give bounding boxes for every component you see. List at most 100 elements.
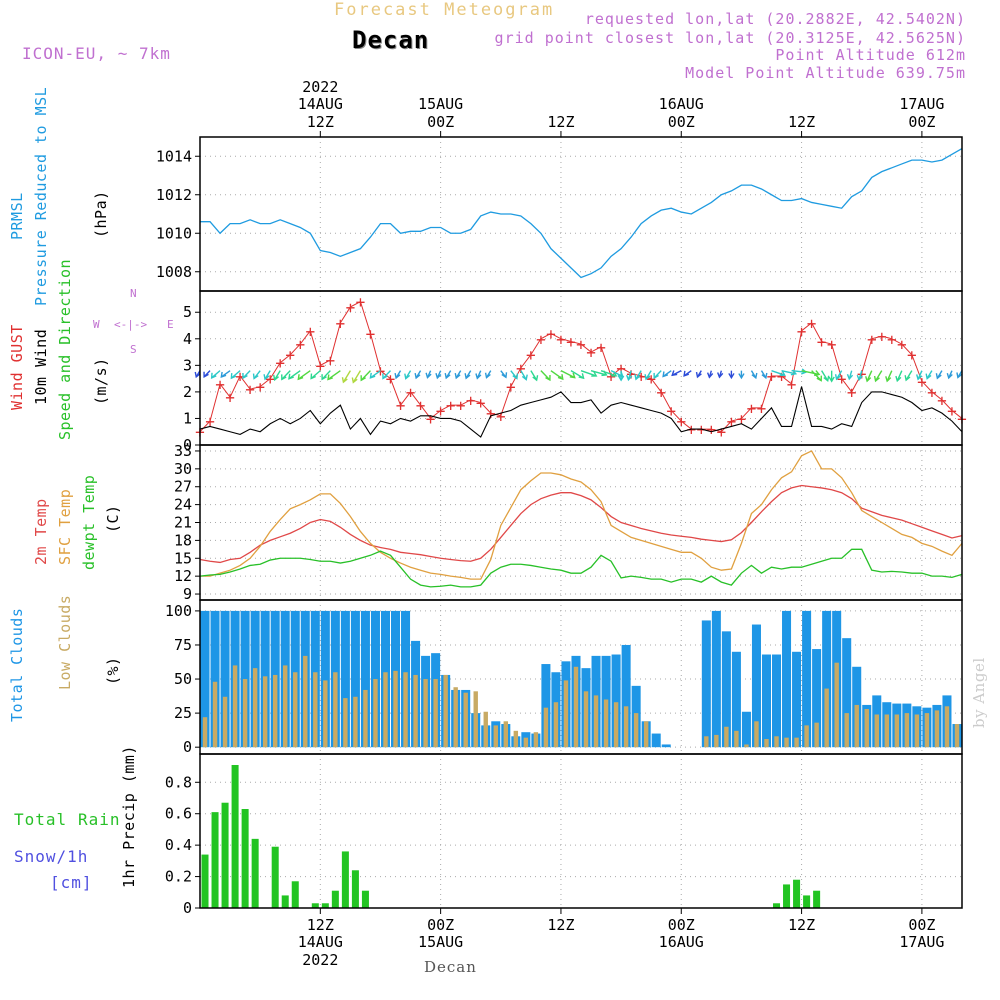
wind-arrow bbox=[342, 370, 351, 383]
low-cloud-bar bbox=[252, 668, 258, 748]
low-cloud-bar bbox=[894, 714, 900, 748]
wind-arrow-head bbox=[394, 372, 401, 380]
total-cloud-bar bbox=[822, 610, 832, 748]
gust-marker: + bbox=[767, 367, 777, 386]
wind-arrow-head bbox=[591, 371, 598, 377]
low-cloud-bar bbox=[784, 737, 789, 748]
low-cloud-bar bbox=[242, 679, 248, 748]
gust-marker: + bbox=[727, 412, 737, 431]
gust-marker: + bbox=[205, 412, 215, 431]
gust-marker: + bbox=[797, 322, 807, 341]
wind-arrow-head bbox=[662, 371, 669, 378]
top-axis-date: 17AUG bbox=[899, 95, 944, 113]
y-tick-label: 1010 bbox=[156, 224, 192, 242]
gust-marker: + bbox=[937, 391, 947, 410]
low-cloud-bar bbox=[423, 679, 428, 748]
gust-marker: + bbox=[536, 330, 546, 349]
pressure-line bbox=[200, 147, 963, 279]
low-cloud-bar bbox=[874, 714, 879, 748]
gust-marker: + bbox=[656, 383, 666, 402]
low-cloud-bar bbox=[834, 662, 839, 748]
low-cloud-bar bbox=[453, 687, 458, 748]
temp-2m-line bbox=[199, 484, 963, 564]
wind-arrow-head bbox=[444, 372, 451, 380]
chart-title: Forecast Meteogram bbox=[334, 0, 555, 20]
gust-marker: + bbox=[646, 370, 656, 389]
low-cloud-bar bbox=[403, 672, 408, 748]
wind-arrow-head bbox=[464, 373, 471, 380]
total-cloud-bar bbox=[340, 610, 350, 748]
wind-arrow-head bbox=[414, 372, 421, 380]
low-cloud-bar bbox=[563, 680, 569, 748]
low-cloud-bar bbox=[583, 691, 589, 748]
y-tick-label: 2 bbox=[183, 383, 192, 401]
precip-bar bbox=[361, 890, 369, 908]
gust-marker: + bbox=[606, 367, 616, 386]
gust-marker: + bbox=[356, 293, 366, 312]
total-cloud-bar bbox=[812, 649, 822, 748]
wind-arrow bbox=[600, 369, 617, 377]
wind-arrow-head bbox=[194, 371, 201, 379]
low-cloud-bar bbox=[714, 734, 719, 748]
gust-marker: + bbox=[757, 399, 767, 418]
low-cloud-bar bbox=[222, 696, 228, 748]
model-label: ICON-EU, ~ 7km bbox=[22, 44, 171, 63]
low-cloud-bar bbox=[363, 689, 368, 748]
wind-arrow bbox=[560, 370, 576, 379]
low-cloud-bar bbox=[433, 679, 438, 748]
gust-marker: + bbox=[877, 327, 887, 346]
wind-arrow bbox=[580, 369, 597, 377]
wind-arrow-head bbox=[834, 374, 841, 381]
low-cloud-bar bbox=[503, 721, 509, 748]
y-tick-label: 30 bbox=[174, 460, 192, 478]
y-tick-label: 0.8 bbox=[165, 773, 192, 791]
low-cloud-bar bbox=[814, 722, 819, 748]
panel-frame bbox=[199, 136, 963, 292]
low-cloud-bar bbox=[603, 699, 609, 748]
gust-marker: + bbox=[556, 330, 566, 349]
y-tick-label: 0.6 bbox=[165, 805, 192, 823]
wind-arrow bbox=[570, 370, 584, 379]
wind-arrow bbox=[886, 370, 893, 382]
gust-marker: + bbox=[927, 383, 937, 402]
top-axis-year: 2022 bbox=[302, 78, 338, 96]
gust-marker: + bbox=[566, 332, 576, 351]
precip-bar bbox=[271, 846, 279, 908]
wind-arrow-head bbox=[779, 370, 786, 377]
gust-marker: + bbox=[436, 401, 446, 420]
top-axis-hour: 12Z bbox=[788, 113, 815, 131]
total-cloud-bar bbox=[761, 654, 771, 748]
gust-marker: + bbox=[887, 330, 897, 349]
gust-marker: + bbox=[907, 346, 917, 365]
low-cloud-bar bbox=[413, 674, 418, 748]
precip-bar bbox=[341, 851, 349, 908]
wind-arrow-head bbox=[717, 372, 724, 379]
compass-n: N bbox=[130, 287, 137, 300]
gust-marker: + bbox=[897, 335, 907, 354]
gridpoint-coords: grid point closest lon,lat (20.3125E, 42… bbox=[494, 29, 966, 47]
gust-marker: + bbox=[546, 324, 556, 343]
low-cloud-bar bbox=[804, 725, 809, 748]
low-cloud-bar bbox=[593, 695, 599, 748]
wind-arrow-head bbox=[263, 374, 270, 381]
gust-marker: + bbox=[777, 367, 787, 386]
gust-marker: + bbox=[787, 375, 797, 394]
wind-arrow-head bbox=[557, 374, 564, 381]
wind-arrow-head bbox=[321, 374, 327, 381]
low-cloud-bar bbox=[493, 725, 498, 748]
wind-arrow-head bbox=[273, 374, 279, 382]
gust-marker: + bbox=[416, 396, 426, 415]
compass-w: W bbox=[93, 318, 100, 331]
wind-arrow-head bbox=[865, 376, 872, 383]
low-cloud-bar bbox=[944, 706, 950, 748]
wind-arrow-head bbox=[816, 375, 822, 382]
low-cloud-bar bbox=[573, 666, 579, 748]
total-cloud-bar bbox=[621, 644, 631, 748]
precip-rain-label: Rain bbox=[78, 810, 121, 829]
precip-bar bbox=[251, 838, 259, 908]
bottom-axis-hour: 00Z bbox=[427, 916, 454, 934]
wind-arrow-head bbox=[545, 374, 551, 382]
gust-marker: + bbox=[245, 380, 255, 399]
precip-bar bbox=[351, 870, 359, 908]
low-cloud-bar bbox=[904, 713, 910, 748]
